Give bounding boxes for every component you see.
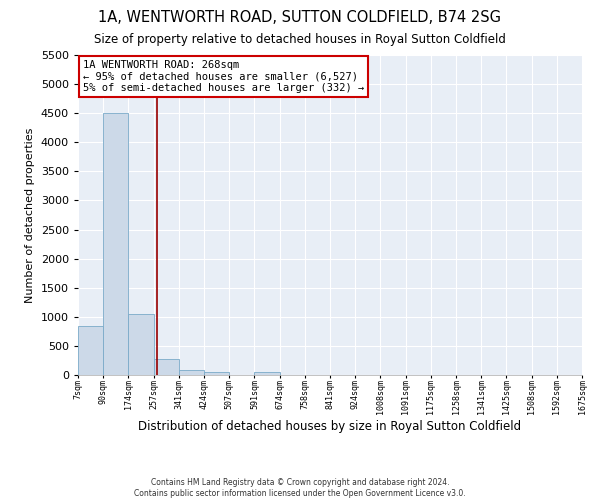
Text: Contains HM Land Registry data © Crown copyright and database right 2024.
Contai: Contains HM Land Registry data © Crown c… (134, 478, 466, 498)
Bar (78, 326, 103, 375)
Bar (128, 314, 154, 375)
Text: Size of property relative to detached houses in Royal Sutton Coldfield: Size of property relative to detached ho… (94, 32, 506, 46)
Bar (103, 113, 128, 375)
Bar (179, 370, 204, 375)
Text: 1A WENTWORTH ROAD: 268sqm
← 95% of detached houses are smaller (6,527)
5% of sem: 1A WENTWORTH ROAD: 268sqm ← 95% of detac… (83, 60, 364, 93)
Bar (204, 372, 229, 375)
Y-axis label: Number of detached properties: Number of detached properties (25, 128, 35, 302)
Bar (254, 372, 280, 375)
Bar (154, 358, 179, 375)
Text: 1A, WENTWORTH ROAD, SUTTON COLDFIELD, B74 2SG: 1A, WENTWORTH ROAD, SUTTON COLDFIELD, B7… (98, 10, 502, 25)
X-axis label: Distribution of detached houses by size in Royal Sutton Coldfield: Distribution of detached houses by size … (139, 420, 521, 432)
